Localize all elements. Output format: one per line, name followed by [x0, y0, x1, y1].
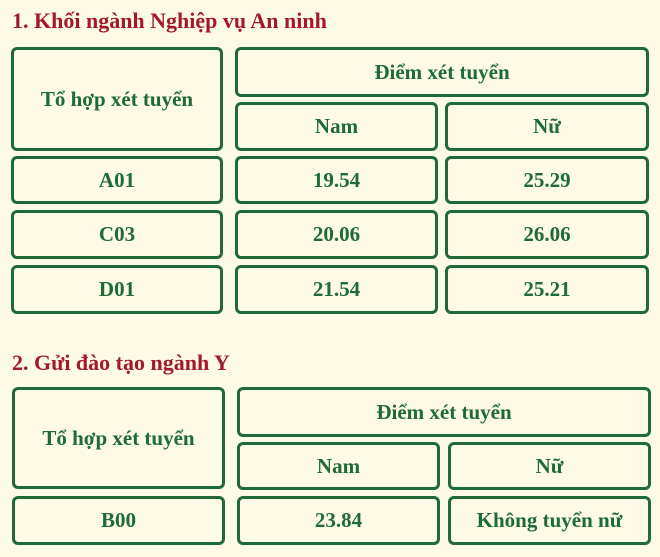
- row-female: 25.29: [445, 156, 649, 204]
- header-combo: Tổ hợp xét tuyển: [11, 47, 223, 151]
- row-combo: A01: [11, 156, 223, 204]
- row-male: 20.06: [235, 210, 438, 259]
- row-female: 25.21: [445, 265, 649, 314]
- row-female: Không tuyển nữ: [448, 496, 651, 545]
- row-male: 23.84: [237, 496, 440, 545]
- row-combo: B00: [12, 496, 225, 545]
- row-combo: D01: [11, 265, 223, 314]
- section-title: 1. Khối ngành Nghiệp vụ An ninh: [12, 8, 327, 33]
- header-female: Nữ: [448, 442, 651, 490]
- row-combo: C03: [11, 210, 223, 259]
- row-male: 21.54: [235, 265, 438, 314]
- header-combo: Tổ hợp xét tuyển: [12, 387, 225, 489]
- header-male: Nam: [237, 442, 440, 490]
- header-female: Nữ: [445, 102, 649, 151]
- row-female: 26.06: [445, 210, 649, 259]
- header-score: Điểm xét tuyển: [237, 387, 651, 437]
- row-male: 19.54: [235, 156, 438, 204]
- header-male: Nam: [235, 102, 438, 151]
- section-title: 2. Gửi đào tạo ngành Y: [12, 350, 230, 375]
- header-score: Điểm xét tuyển: [235, 47, 649, 97]
